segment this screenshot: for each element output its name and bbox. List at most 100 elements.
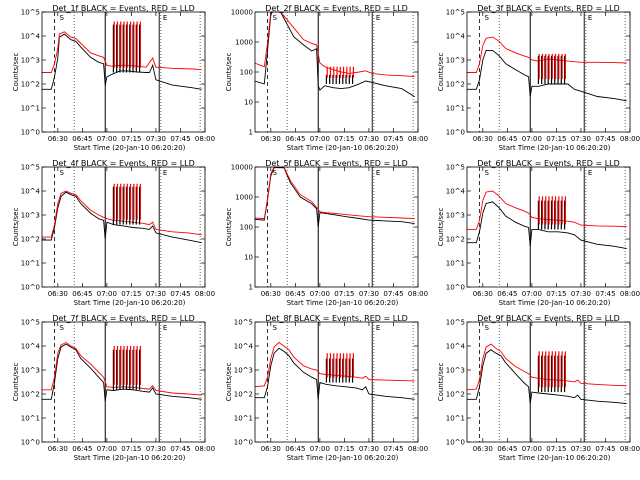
start-flag-glyph: S	[59, 14, 64, 22]
x-tick-label: 07:30	[146, 445, 166, 453]
end-flag-glyph: E	[376, 14, 380, 22]
chart-title: Det_5f BLACK = Events, RED = LLD	[265, 159, 408, 168]
chart-title: Det_1f BLACK = Events, RED = LLD	[52, 4, 195, 13]
events-series-line	[41, 343, 202, 402]
y-tick-label: 10^0	[446, 284, 465, 292]
y-axis-label: Counts/sec	[225, 363, 233, 402]
chart-title: Det_4f BLACK = Events, RED = LLD	[52, 159, 195, 168]
x-tick-label: 06:30	[473, 135, 493, 143]
x-tick-label: 06:45	[72, 290, 92, 298]
end-flag-glyph: E	[163, 169, 167, 177]
y-tick-label: 1000	[235, 194, 253, 202]
x-tick-label: 07:45	[595, 445, 615, 453]
x-tick-label: 07:15	[334, 290, 354, 298]
plot-frame	[254, 321, 419, 443]
plot-frame	[254, 166, 419, 288]
x-tick-label: 08:00	[620, 135, 640, 143]
y-tick-label: 10^4	[21, 343, 41, 351]
y-tick-label: 1	[249, 129, 253, 137]
x-tick-label: 07:00	[522, 290, 542, 298]
y-axis-label: Counts/sec	[437, 208, 445, 247]
y-tick-label: 10^4	[446, 33, 466, 41]
y-tick-label: 10^5	[446, 319, 465, 327]
lld-series-line	[41, 341, 202, 396]
y-tick-label: 10^1	[21, 260, 40, 268]
x-tick-label: 07:15	[334, 135, 354, 143]
y-tick-label: 10^3	[234, 367, 253, 375]
x-tick-label: 07:45	[595, 290, 615, 298]
plot-frame	[41, 11, 206, 133]
y-tick-label: 10^0	[21, 439, 40, 447]
y-tick-label: 10^4	[446, 343, 466, 351]
start-flag-glyph: S	[484, 324, 489, 332]
x-tick-label: 08:00	[408, 290, 428, 298]
y-tick-label: 10^2	[21, 391, 40, 399]
x-tick-label: 07:00	[310, 445, 330, 453]
y-tick-label: 10^1	[21, 105, 40, 113]
y-tick-label: 10^3	[446, 367, 465, 375]
chart-title: Det_3f BLACK = Events, RED = LLD	[477, 4, 620, 13]
lld-series-line	[41, 31, 202, 73]
x-tick-label: 07:30	[146, 135, 166, 143]
x-tick-label: 08:00	[195, 290, 215, 298]
y-tick-label: 10^0	[446, 129, 465, 137]
y-tick-label: 10^3	[21, 212, 40, 220]
x-tick-label: 08:00	[620, 445, 640, 453]
end-flag-glyph: E	[163, 14, 167, 22]
y-tick-label: 10^5	[21, 9, 40, 17]
x-tick-label: 07:45	[595, 135, 615, 143]
chart-title: Det_8f BLACK = Events, RED = LLD	[265, 314, 408, 323]
chart-panel: S E 1 10 100 1000 10000 06:30 06:45 07:00 07:15 07:…	[225, 159, 428, 307]
x-axis-label: Start Time (20-Jan-10 06:20:20)	[74, 299, 186, 307]
x-axis-label: Start Time (20-Jan-10 06:20:20)	[287, 454, 399, 462]
lld-series-line	[466, 36, 627, 73]
x-tick-label: 07:45	[170, 290, 190, 298]
chart-title: Det_2f BLACK = Events, RED = LLD	[265, 4, 408, 13]
x-tick-label: 07:30	[571, 445, 591, 453]
y-tick-label: 10^2	[21, 236, 40, 244]
chart-panel: S E 1 10 100 1000 10000 06:30 06:45 07:00 07:15 07:…	[225, 4, 428, 152]
y-tick-label: 10^2	[21, 81, 40, 89]
x-tick-label: 06:45	[497, 290, 517, 298]
x-tick-label: 06:30	[261, 135, 281, 143]
y-tick-label: 10^0	[446, 439, 465, 447]
x-tick-label: 06:45	[285, 445, 305, 453]
y-axis-label: Counts/sec	[437, 53, 445, 92]
x-tick-label: 06:30	[48, 290, 68, 298]
y-axis-label: Counts/sec	[225, 208, 233, 247]
y-tick-label: 10000	[231, 9, 253, 17]
x-tick-label: 06:30	[261, 445, 281, 453]
start-flag-glyph: S	[272, 324, 277, 332]
x-axis-label: Start Time (20-Jan-10 06:20:20)	[499, 299, 611, 307]
x-tick-label: 06:45	[285, 135, 305, 143]
y-axis-label: Counts/sec	[12, 208, 20, 247]
y-tick-label: 10^1	[446, 105, 465, 113]
start-flag-glyph: S	[484, 169, 489, 177]
chart-title: Det_7f BLACK = Events, RED = LLD	[52, 314, 195, 323]
x-tick-label: 08:00	[408, 135, 428, 143]
lld-series-line	[254, 11, 415, 78]
x-tick-label: 06:45	[72, 135, 92, 143]
y-tick-label: 10^4	[234, 343, 254, 351]
x-tick-label: 07:00	[522, 135, 542, 143]
y-tick-label: 10^4	[21, 33, 41, 41]
x-tick-label: 06:30	[473, 290, 493, 298]
lld-series-line	[466, 343, 627, 391]
x-tick-label: 07:30	[571, 290, 591, 298]
x-tick-label: 07:00	[97, 135, 117, 143]
y-tick-label: 10^0	[21, 129, 40, 137]
x-tick-label: 07:45	[170, 135, 190, 143]
x-tick-label: 08:00	[620, 290, 640, 298]
x-tick-label: 06:30	[473, 445, 493, 453]
x-tick-label: 07:15	[121, 135, 141, 143]
plot-frame	[466, 166, 631, 288]
x-tick-label: 06:45	[285, 290, 305, 298]
x-axis-label: Start Time (20-Jan-10 06:20:20)	[74, 454, 186, 462]
chart-panel: S E 10^0 10^1 10^2 10^3 10^4 10^5 06:30 06:45 07:0…	[437, 159, 640, 307]
chart-panel: S E 10^0 10^1 10^2 10^3 10^4 10^5 06:30 06:45 07:0…	[12, 314, 215, 462]
x-tick-label: 07:30	[359, 290, 379, 298]
start-flag-glyph: S	[59, 324, 64, 332]
y-tick-label: 10^2	[446, 81, 465, 89]
start-flag-glyph: S	[272, 169, 277, 177]
